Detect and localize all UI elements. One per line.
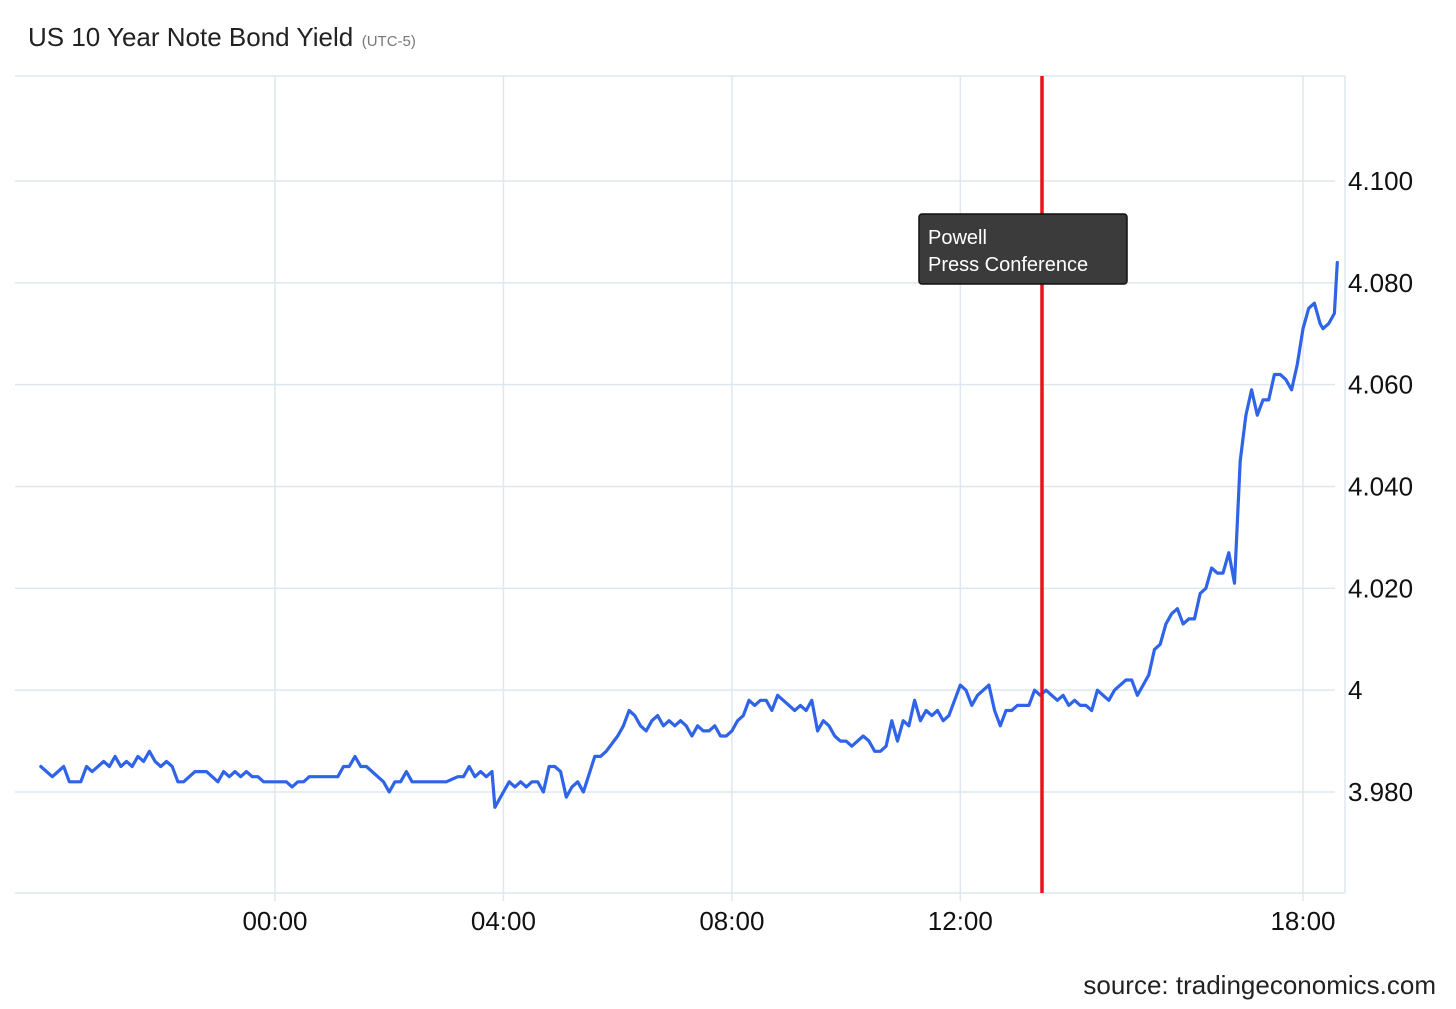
annotation-label-line: Press Conference (928, 254, 1088, 276)
y-tick-label: 3.980 (1348, 777, 1413, 807)
y-tick-label: 4.020 (1348, 573, 1413, 603)
x-tick-label: 04:00 (471, 906, 536, 936)
y-tick-label: 4.060 (1348, 370, 1413, 400)
y-tick-label: 4.080 (1348, 268, 1413, 298)
annotation-label-line: Powell (928, 227, 987, 249)
source-credit: source: tradingeconomics.com (1083, 970, 1436, 1000)
x-tick-label: 08:00 (699, 906, 764, 936)
chart-title: US 10 Year Note Bond Yield (28, 22, 354, 52)
y-tick-label: 4 (1348, 675, 1362, 705)
x-tick-label: 00:00 (242, 906, 307, 936)
y-tick-label: 4.100 (1348, 166, 1413, 196)
y-tick-label: 4.040 (1348, 472, 1413, 502)
chart-subtitle: (UTC-5) (361, 33, 416, 50)
annotation-box (918, 213, 1128, 285)
chart-title-group: US 10 Year Note Bond Yield (UTC-5) (28, 22, 416, 53)
yield-series-line (39, 260, 1339, 809)
x-tick-label: 12:00 (928, 906, 993, 936)
x-tick-label: 18:00 (1270, 906, 1335, 936)
